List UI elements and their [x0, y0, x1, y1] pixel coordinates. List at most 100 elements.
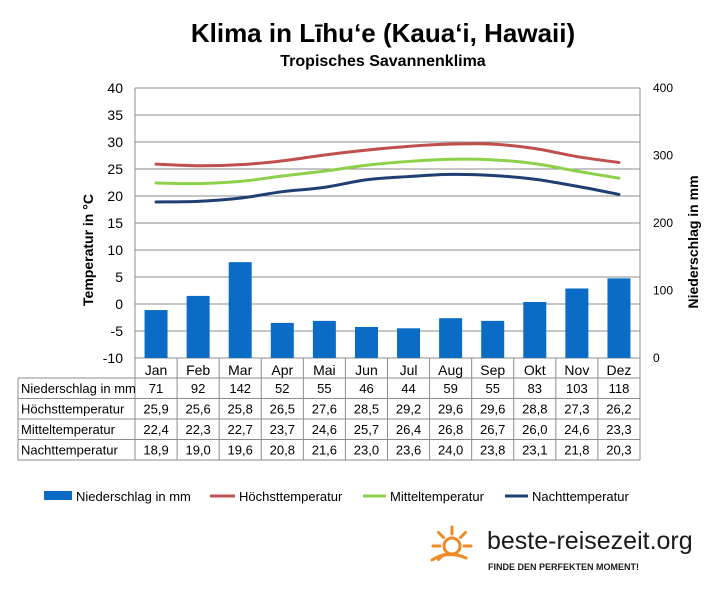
table-cell: 103	[566, 381, 588, 396]
table-cell: 55	[485, 381, 499, 396]
line-nachttemperatur	[154, 172, 621, 204]
table-cell: 118	[609, 381, 630, 396]
table-cell: 19,6	[228, 443, 253, 458]
table-cell: 22,4	[143, 422, 168, 437]
y-axis-left-title: Temperatur in °C	[80, 194, 96, 306]
table-cell: 28,8	[522, 402, 547, 417]
table-cell: 20,8	[270, 443, 295, 458]
table-cell: 24,0	[438, 443, 463, 458]
x-tick-label: Dez	[607, 362, 632, 378]
brand-site-name: beste-reisezeit.org	[487, 527, 693, 555]
x-tick-label: Mai	[313, 362, 336, 378]
table-cell: 25,8	[228, 402, 253, 417]
table-cell: 46	[359, 381, 373, 396]
table-cell: 23,6	[396, 443, 421, 458]
bar-nov	[565, 288, 589, 358]
bar-jan	[144, 310, 168, 358]
table-cell: 24,6	[312, 422, 337, 437]
bar-jul	[397, 328, 421, 358]
table-cell: 26,2	[606, 402, 631, 417]
y-tick-right: 0	[653, 351, 660, 365]
table-cell: 23,3	[606, 422, 631, 437]
temperature-lines	[154, 142, 621, 204]
table-cell: 26,4	[396, 422, 421, 437]
brand-slogan: FINDE DEN PERFEKTEN MOMENT!	[488, 562, 639, 572]
x-tick-label: Okt	[524, 362, 546, 378]
x-tick-label: Mar	[228, 362, 252, 378]
table-cell: 27,3	[564, 402, 589, 417]
line-höchsttemperatur	[154, 142, 621, 168]
y-tick-right: 300	[653, 149, 673, 163]
x-tick-label: Jul	[400, 362, 418, 378]
table-cell: 22,3	[185, 422, 210, 437]
legend-label: Nachttemperatur	[532, 489, 629, 504]
table-cell: 25,7	[354, 422, 379, 437]
x-tick-label: Feb	[186, 362, 210, 378]
table-cell: 44	[401, 381, 415, 396]
table-cell: 18,9	[143, 443, 168, 458]
legend-label: Niederschlag in mm	[76, 489, 191, 504]
y-tick-left: 0	[115, 296, 123, 312]
table-cell: 23,0	[354, 443, 379, 458]
x-tick-label: Aug	[438, 362, 463, 378]
bar-aug	[439, 318, 463, 358]
table-cell: 142	[229, 381, 251, 396]
table-cell: 59	[443, 381, 457, 396]
y-tick-right: 200	[653, 216, 673, 230]
table-cell: 22,7	[228, 422, 253, 437]
table-cell: 92	[191, 381, 205, 396]
y-tick-left: -10	[103, 350, 123, 366]
table-cell: 21,8	[564, 443, 589, 458]
data-table: Jan Feb Mar Apr Mai Jun Jul Aug Sep Okt Nov Dez Nied…	[17, 88, 641, 461]
x-tick-label: Jan	[145, 362, 168, 378]
bar-jun	[354, 326, 378, 358]
table-cell: 23,8	[480, 443, 505, 458]
branding: beste-reisezeit.org FINDE DEN PERFEKTEN …	[430, 525, 693, 572]
x-tick-label: Nov	[564, 362, 589, 378]
bar-sep	[481, 320, 505, 358]
chart-subtitle: Tropisches Savannenklima	[280, 53, 486, 70]
legend-label: Höchsttemperatur	[239, 489, 343, 504]
table-cell: 29,2	[396, 402, 421, 417]
table-cell: 19,0	[185, 443, 210, 458]
table-cell: 23,1	[522, 443, 547, 458]
y-tick-left: 15	[107, 215, 123, 231]
table-cell: 28,5	[354, 402, 379, 417]
y-tick-left: 40	[107, 80, 123, 96]
bar-mai	[312, 320, 336, 358]
bar-dez	[607, 278, 631, 358]
legend: Niederschlag in mm Höchsttemperatur Mittel…	[44, 489, 629, 504]
precipitation-bars	[144, 262, 631, 358]
table-cell: 25,6	[185, 402, 210, 417]
y-tick-left: -5	[111, 323, 124, 339]
table-cell: 29,6	[480, 402, 505, 417]
y-axis-right-title: Niederschlag in mm	[685, 175, 701, 308]
table-row-header: Niederschlag in mm	[21, 381, 136, 396]
y-tick-left: 5	[115, 269, 123, 285]
table-cell: 25,9	[143, 402, 168, 417]
y-tick-right: 400	[653, 81, 673, 95]
x-tick-label: Sep	[480, 362, 505, 378]
table-cell: 71	[149, 381, 163, 396]
legend-label: Mitteltemperatur	[390, 489, 485, 504]
table-cell: 52	[275, 381, 289, 396]
chart-title: Klima in Līhuʻe (Kauaʻi, Hawaii)	[191, 18, 575, 48]
table-cell: 55	[317, 381, 331, 396]
table-cell: 26,5	[270, 402, 295, 417]
table-cell: 24,6	[564, 422, 589, 437]
y-tick-left: 35	[107, 107, 123, 123]
legend-symbol-bar	[44, 491, 72, 500]
grid-lines	[135, 87, 640, 359]
y-tick-right: 100	[653, 284, 673, 298]
x-tick-label: Jun	[355, 362, 378, 378]
sun-icon	[430, 525, 473, 562]
table-cell: 27,6	[312, 402, 337, 417]
table-cell: 26,8	[438, 422, 463, 437]
bar-apr	[270, 322, 294, 358]
table-cell: 26,7	[480, 422, 505, 437]
bar-feb	[186, 295, 210, 358]
table-row-header: Nachttemperatur	[21, 443, 118, 458]
table-cell: 20,3	[606, 443, 631, 458]
table-row-header: Höchsttemperatur	[21, 402, 125, 417]
